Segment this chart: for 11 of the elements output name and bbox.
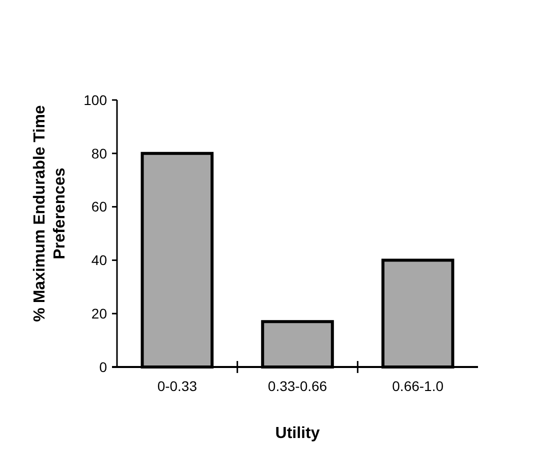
x-tick-label: 0.33-0.66 — [268, 378, 328, 394]
y-tick-label: 60 — [91, 198, 108, 215]
x-tick-label: 0.66-1.0 — [392, 378, 444, 394]
x-axis-title: Utility — [275, 425, 320, 442]
y-axis-title: % Maximum Endurable Time Preferences — [31, 105, 68, 322]
x-tick-label: 0-0.33 — [157, 378, 198, 394]
y-tick-label: 100 — [84, 92, 108, 108]
y-tick-label: 40 — [91, 252, 108, 268]
y-tick-label: 80 — [91, 145, 108, 162]
y-tick-label: 0 — [99, 358, 108, 375]
y-tick-label: 20 — [91, 306, 108, 322]
